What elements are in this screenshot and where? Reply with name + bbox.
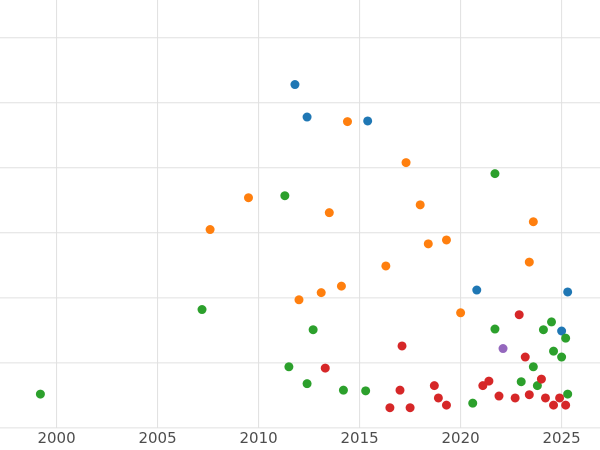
x-tick-label: 2000: [37, 429, 75, 447]
x-tick-label: 2005: [138, 429, 176, 447]
green-series-data-point: [280, 191, 290, 201]
red-series-data-point: [524, 390, 534, 400]
blue-series-data-point: [472, 285, 482, 295]
green-series-data-point: [361, 386, 371, 396]
green-series-data-point: [490, 169, 500, 179]
green-series-data-point: [284, 362, 294, 372]
red-series-data-point: [405, 403, 415, 413]
orange-series-data-point: [441, 235, 451, 245]
blue-series-data-point: [363, 116, 373, 126]
green-series-data-point: [302, 379, 312, 389]
orange-series-data-point: [324, 208, 334, 218]
orange-series-data-point: [415, 200, 425, 210]
red-series-data-point: [484, 376, 494, 386]
orange-series-data-point: [401, 158, 411, 168]
red-series-data-point: [494, 391, 504, 401]
green-series-data-point: [532, 381, 542, 391]
x-tick-label: 2015: [341, 429, 379, 447]
red-series-data-point: [540, 393, 550, 403]
green-series-data-point: [563, 389, 573, 399]
red-series-data-point: [395, 385, 405, 395]
green-series-data-point: [528, 362, 538, 372]
green-series-data-point: [490, 324, 500, 334]
red-series-data-point: [397, 341, 407, 351]
orange-series-data-point: [456, 308, 466, 318]
red-series-data-point: [555, 393, 565, 403]
red-series-data-point: [520, 352, 530, 362]
red-series-data-point: [510, 393, 520, 403]
red-series-data-point: [385, 403, 395, 413]
orange-series-data-point: [524, 257, 534, 267]
purple-series-data-point: [498, 344, 508, 354]
orange-series-data-point: [528, 217, 538, 227]
green-series-data-point: [197, 305, 207, 315]
blue-series-data-point: [290, 80, 300, 90]
red-series-data-point: [429, 381, 439, 391]
blue-series-data-point: [557, 326, 567, 336]
red-series-data-point: [561, 400, 571, 410]
green-series-data-point: [35, 389, 45, 399]
orange-series-data-point: [243, 193, 253, 203]
green-series-data-point: [338, 385, 348, 395]
x-tick-label: 2025: [543, 429, 581, 447]
orange-series-data-point: [316, 288, 326, 298]
blue-series-data-point: [302, 112, 312, 122]
red-series-data-point: [433, 393, 443, 403]
orange-series-data-point: [423, 239, 433, 249]
orange-series-data-point: [381, 261, 391, 271]
orange-series-data-point: [205, 225, 215, 235]
green-series-data-point: [547, 317, 557, 327]
green-series-data-point: [468, 398, 478, 408]
green-series-data-point: [516, 377, 526, 387]
red-series-data-point: [536, 374, 546, 384]
green-series-data-point: [557, 352, 567, 362]
orange-series-data-point: [294, 295, 304, 305]
x-tick-label: 2020: [442, 429, 480, 447]
red-series-data-point: [320, 363, 330, 373]
green-series-data-point: [561, 333, 571, 343]
red-series-data-point: [549, 400, 559, 410]
orange-series-data-point: [342, 117, 352, 127]
blue-series-data-point: [563, 287, 573, 297]
red-series-data-point: [441, 400, 451, 410]
orange-series-data-point: [336, 281, 346, 291]
green-series-data-point: [538, 325, 548, 335]
green-series-data-point: [308, 325, 318, 335]
x-tick-label: 2010: [239, 429, 277, 447]
green-series-data-point: [549, 346, 559, 356]
red-series-data-point: [514, 310, 524, 320]
